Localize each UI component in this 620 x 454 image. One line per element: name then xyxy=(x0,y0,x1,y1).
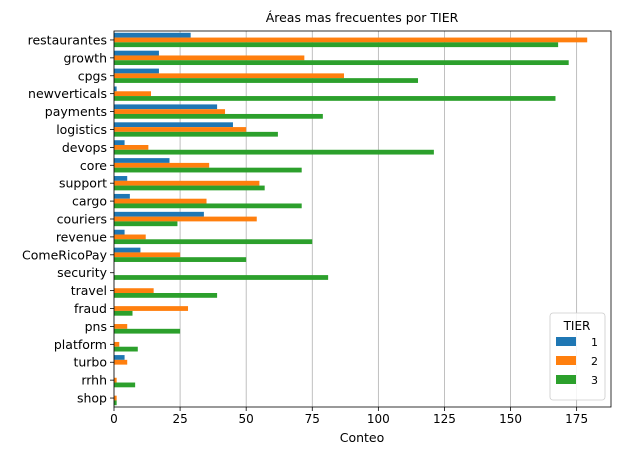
y-tick-label: support xyxy=(59,176,107,191)
bar-restaurantes-tier-1 xyxy=(114,32,191,38)
legend-label-tier-1: 1 xyxy=(591,336,598,349)
legend-label-tier-2: 2 xyxy=(591,355,598,368)
x-tick-label: 100 xyxy=(367,412,390,426)
y-tick-label: security xyxy=(57,265,108,280)
bar-turbo-tier-2 xyxy=(114,359,128,365)
bar-logistics-tier-3 xyxy=(114,131,278,137)
bar-devops-tier-1 xyxy=(114,140,125,145)
bar-shop-tier-3 xyxy=(114,400,117,406)
bar-fraud-tier-2 xyxy=(114,306,189,311)
bar-support-tier-1 xyxy=(114,176,128,181)
bar-couriers-tier-3 xyxy=(114,221,178,227)
bar-ComeRicoPay-tier-3 xyxy=(114,257,247,262)
bar-cargo-tier-2 xyxy=(114,198,207,204)
bar-restaurantes-tier-3 xyxy=(114,42,559,48)
bar-payments-tier-3 xyxy=(114,113,323,119)
bar-pns-tier-2 xyxy=(114,324,128,329)
bar-cpgs-tier-1 xyxy=(114,68,159,74)
bar-ComeRicoPay-tier-1 xyxy=(114,247,141,253)
bar-travel-tier-2 xyxy=(114,288,154,294)
y-tick-label: fraud xyxy=(74,301,107,316)
bar-core-tier-2 xyxy=(114,162,210,168)
bar-travel-tier-3 xyxy=(114,293,218,298)
bars xyxy=(114,32,588,406)
y-tick-label: ComeRicoPay xyxy=(22,247,108,262)
bar-newverticals-tier-3 xyxy=(114,96,556,101)
bar-cargo-tier-1 xyxy=(114,193,130,199)
legend-label-tier-3: 3 xyxy=(591,374,598,387)
bar-ComeRicoPay-tier-2 xyxy=(114,252,181,258)
bar-growth-tier-2 xyxy=(114,55,305,61)
x-tick-label: 175 xyxy=(565,412,588,426)
y-tick-label: travel xyxy=(71,283,107,298)
y-tick-label: restaurantes xyxy=(28,32,107,47)
y-tick-label: pns xyxy=(85,319,107,334)
y-tick-label: shop xyxy=(77,391,107,406)
bar-rrhh-tier-3 xyxy=(114,382,136,388)
y-tick-label: platform xyxy=(54,337,107,352)
bar-support-tier-3 xyxy=(114,185,265,191)
bar-newverticals-tier-1 xyxy=(114,86,117,92)
bar-cpgs-tier-3 xyxy=(114,78,419,83)
x-tick-label: 0 xyxy=(110,412,118,426)
y-tick-label: devops xyxy=(62,140,107,155)
bar-pns-tier-3 xyxy=(114,328,181,334)
bar-turbo-tier-1 xyxy=(114,355,125,360)
bar-platform-tier-3 xyxy=(114,346,138,352)
y-tick-label: core xyxy=(80,158,107,173)
bar-core-tier-3 xyxy=(114,167,302,173)
bar-fraud-tier-3 xyxy=(114,310,133,316)
x-tick-label: 50 xyxy=(239,412,254,426)
bar-cargo-tier-3 xyxy=(114,203,302,209)
bar-cpgs-tier-2 xyxy=(114,73,344,79)
bar-revenue-tier-1 xyxy=(114,229,125,235)
bar-rrhh-tier-2 xyxy=(114,377,117,383)
bar-logistics-tier-2 xyxy=(114,127,247,132)
chart-title: Áreas mas frecuentes por TIER xyxy=(266,10,459,25)
bar-couriers-tier-2 xyxy=(114,216,257,222)
y-axis: restaurantes growth cpgs newverticals paymen… xyxy=(22,32,114,406)
x-tick-label: 150 xyxy=(499,412,522,426)
bar-devops-tier-3 xyxy=(114,149,434,155)
x-tick-label: 75 xyxy=(305,412,320,426)
x-tick-label: 25 xyxy=(172,412,187,426)
y-tick-label: newverticals xyxy=(28,86,107,101)
y-tick-label: cargo xyxy=(72,194,107,209)
bar-security-tier-3 xyxy=(114,275,329,280)
bar-payments-tier-2 xyxy=(114,109,226,114)
legend-title: TIER xyxy=(563,319,591,333)
y-tick-label: rrhh xyxy=(81,373,107,388)
x-axis: 0 25 50 75 100 125 150 175 xyxy=(110,407,588,426)
legend-swatch-tier-2 xyxy=(556,356,576,365)
bar-logistics-tier-1 xyxy=(114,122,233,128)
bar-newverticals-tier-2 xyxy=(114,91,152,97)
bar-shop-tier-2 xyxy=(114,395,117,401)
bar-devops-tier-2 xyxy=(114,144,149,150)
legend: TIER 1 2 3 xyxy=(549,312,606,401)
bar-revenue-tier-2 xyxy=(114,234,146,240)
y-tick-label: cpgs xyxy=(78,68,107,83)
bar-core-tier-1 xyxy=(114,158,170,163)
bar-platform-tier-2 xyxy=(114,341,120,347)
bar-revenue-tier-3 xyxy=(114,239,313,245)
legend-swatch-tier-3 xyxy=(556,375,576,384)
legend-swatch-tier-1 xyxy=(556,337,576,346)
y-tick-label: logistics xyxy=(56,122,107,137)
x-axis-label: Conteo xyxy=(340,430,385,445)
bar-growth-tier-3 xyxy=(114,60,569,66)
bar-support-tier-2 xyxy=(114,180,260,186)
y-tick-label: revenue xyxy=(56,229,107,244)
bar-payments-tier-1 xyxy=(114,104,218,110)
bar-growth-tier-1 xyxy=(114,50,159,56)
y-tick-label: couriers xyxy=(57,212,107,227)
x-tick-label: 125 xyxy=(433,412,456,426)
bar-restaurantes-tier-2 xyxy=(114,37,588,43)
y-tick-label: payments xyxy=(45,104,107,119)
bar-couriers-tier-1 xyxy=(114,211,204,217)
y-tick-label: growth xyxy=(64,50,108,65)
y-tick-label: turbo xyxy=(73,355,107,370)
